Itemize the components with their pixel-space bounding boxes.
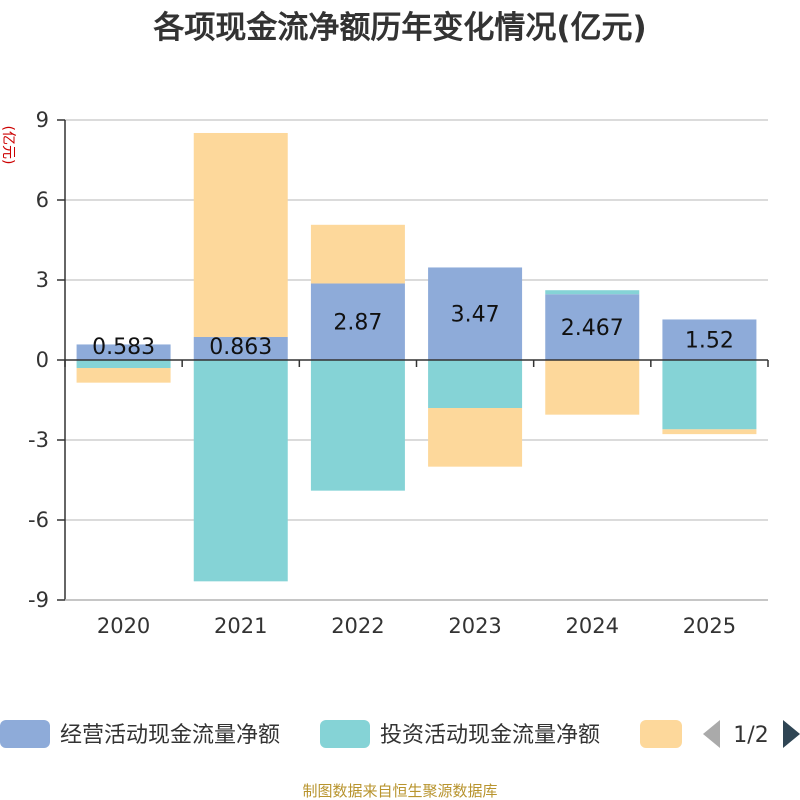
legend-page-indicator: 1/2: [733, 723, 768, 748]
bar-2022-series-1[interactable]: [310, 283, 405, 360]
chart-title: 各项现金流净额历年变化情况(亿元): [152, 10, 646, 46]
x-tick-label: 2024: [566, 614, 619, 638]
bar-2025-series-1[interactable]: [662, 319, 757, 360]
bar-2021-series-3[interactable]: [193, 132, 288, 337]
data-label: 1.52: [685, 329, 734, 354]
data-label: 0.863: [209, 335, 272, 360]
x-tick-label: 2022: [331, 614, 384, 638]
y-tick-label: 3: [36, 268, 49, 292]
data-labels: 0.583 0.863 2.87 3.47 2.467 1.52: [92, 303, 734, 360]
legend[interactable]: 经营活动现金流量净额 投资活动现金流量净额 1/2: [0, 720, 800, 748]
y-tick-label: 9: [36, 108, 49, 132]
data-label: 3.47: [451, 303, 500, 328]
legend-swatch-3[interactable]: [640, 720, 682, 748]
legend-swatch-1[interactable]: [0, 720, 50, 748]
y-tick-label: -6: [28, 508, 49, 532]
bar-2024-series-3[interactable]: [545, 360, 640, 415]
x-tick-label: 2023: [448, 614, 501, 638]
bar-2020-series-1[interactable]: [76, 344, 171, 360]
x-tick-label: 2021: [214, 614, 267, 638]
bar-2023-series-1[interactable]: [428, 267, 523, 360]
bar-2022-series-3[interactable]: [310, 224, 405, 284]
bar-2022-series-2[interactable]: [310, 360, 405, 491]
axes: 9 6 3 0 -3 -6 -9 2020 2021 2022 2023 2024 2025: [28, 108, 769, 638]
bar-2024-series-2[interactable]: [545, 290, 640, 295]
bars: [76, 132, 757, 582]
bar-2020-series-3[interactable]: [76, 368, 171, 383]
bar-2020-series-2[interactable]: [76, 360, 171, 368]
legend-prev-icon[interactable]: [703, 720, 720, 748]
y-axis-label: (亿元): [0, 126, 16, 165]
data-label: 2.87: [333, 311, 382, 336]
legend-next-icon[interactable]: [783, 720, 800, 748]
legend-label-2[interactable]: 投资活动现金流量净额: [380, 723, 600, 748]
y-tick-label: 6: [36, 188, 49, 212]
bar-2024-series-1[interactable]: [545, 294, 640, 360]
bar-2025-series-3[interactable]: [662, 429, 757, 435]
bar-2021-series-2[interactable]: [193, 360, 288, 582]
x-tick-label: 2020: [97, 614, 150, 638]
source-note: 制图数据来自恒生聚源数据库: [302, 782, 497, 800]
y-tick-label: -3: [28, 428, 49, 452]
legend-swatch-2[interactable]: [320, 720, 370, 748]
y-tick-label: 0: [36, 348, 49, 372]
bar-2023-series-2[interactable]: [428, 360, 523, 408]
y-tick-label: -9: [28, 588, 49, 612]
bar-2021-series-1[interactable]: [193, 336, 288, 360]
legend-label-1[interactable]: 经营活动现金流量净额: [60, 723, 280, 748]
x-tick-label: 2025: [683, 614, 736, 638]
data-label: 2.467: [561, 316, 624, 341]
data-label: 0.583: [92, 335, 155, 360]
bar-2023-series-3[interactable]: [428, 408, 523, 467]
bar-2025-series-2[interactable]: [662, 360, 757, 430]
